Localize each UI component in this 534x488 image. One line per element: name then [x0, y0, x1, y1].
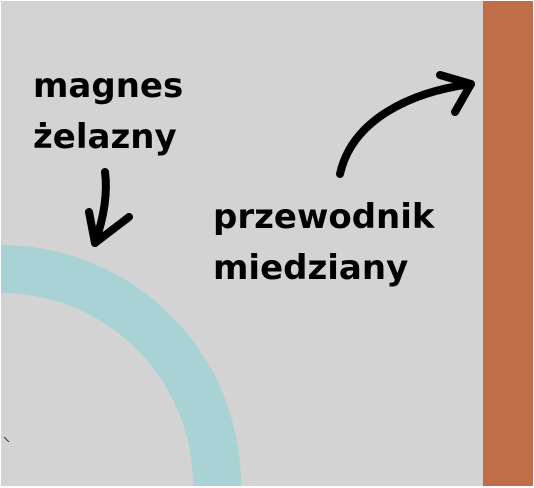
- arrow-to-conductor: [336, 80, 475, 178]
- copper-conductor-label: przewodnik miedziany: [213, 192, 435, 294]
- iron-magnet-label: magnes żelazny: [33, 61, 183, 163]
- copper-conductor-label-line-2: miedziany: [213, 248, 409, 288]
- arrow-to-conductor-head: [436, 71, 475, 116]
- copper-conductor-bar: [483, 1, 533, 486]
- iron-magnet-label-line-1: magnes: [33, 66, 184, 106]
- iron-magnet-label-line-2: żelazny: [33, 117, 177, 157]
- corner-mark: [3, 436, 10, 443]
- arrow-to-magnet-head: [85, 208, 133, 247]
- iron-magnet-ring: [1, 245, 242, 486]
- copper-conductor-label-line-1: przewodnik: [213, 197, 435, 237]
